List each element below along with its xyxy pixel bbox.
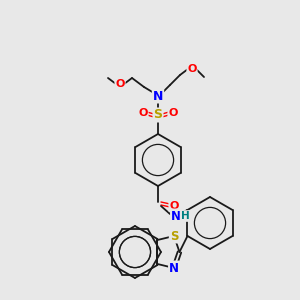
Text: S: S	[154, 109, 163, 122]
Text: S: S	[170, 230, 178, 242]
Text: N: N	[171, 209, 181, 223]
Text: O: O	[138, 108, 148, 118]
Text: H: H	[181, 211, 189, 221]
Text: N: N	[153, 89, 163, 103]
Text: N: N	[169, 262, 179, 275]
Text: O: O	[168, 108, 178, 118]
Text: O: O	[187, 64, 197, 74]
Text: O: O	[169, 201, 179, 211]
Text: O: O	[115, 79, 125, 89]
